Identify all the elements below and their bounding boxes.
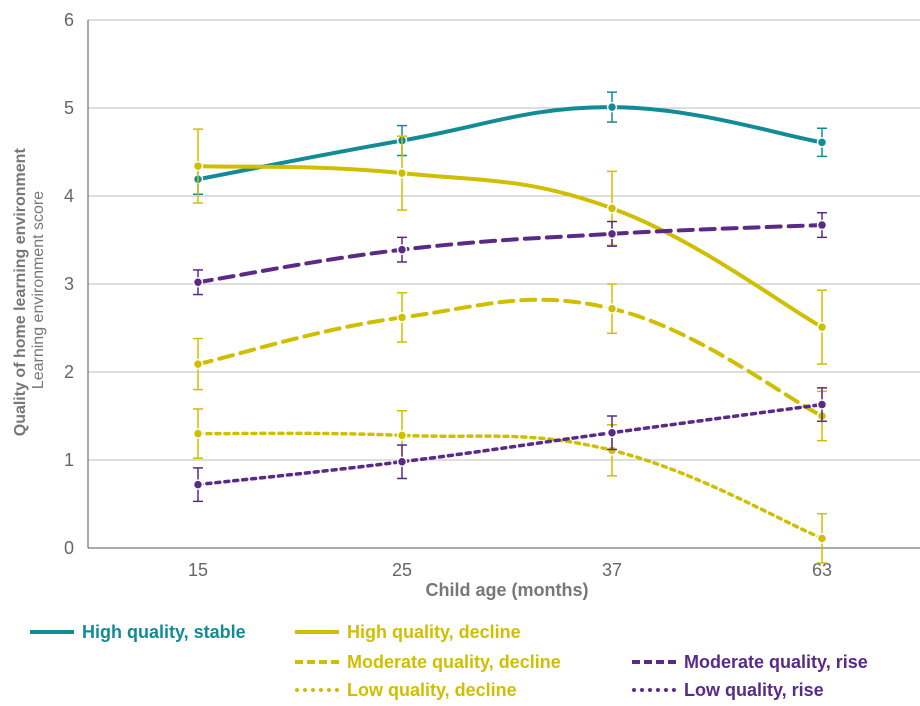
data-point	[192, 160, 204, 172]
legend-item-low-decline: Low quality, decline	[295, 676, 517, 704]
data-point	[396, 312, 408, 323]
data-point	[816, 321, 828, 333]
data-point	[606, 101, 618, 113]
series-line	[196, 297, 824, 418]
axes: 0 1 2 3 4 5 6 15 25 37 63	[64, 10, 920, 580]
series-line	[196, 105, 824, 182]
data-point	[396, 167, 408, 179]
legend-label-moderate-rise: Moderate quality, rise	[684, 651, 868, 672]
data-point	[396, 456, 408, 468]
data-point	[192, 479, 204, 490]
x-tick-label: 63	[812, 560, 832, 580]
data-point	[396, 430, 408, 441]
series-2	[192, 283, 828, 442]
series-1	[192, 128, 828, 365]
y-tick-label: 1	[64, 450, 74, 470]
y-axis-label-main: Quality of home learning environment	[12, 148, 29, 437]
data-point	[606, 228, 618, 240]
data-point	[396, 244, 408, 255]
legend-label-moderate-decline: Moderate quality, decline	[347, 651, 561, 672]
y-axis-label: Quality of home learning environment Lea…	[12, 144, 47, 437]
series-0	[192, 91, 828, 195]
series-line	[196, 431, 824, 541]
y-tick-label: 3	[64, 274, 74, 294]
legend-swatch-moderate-rise	[632, 660, 676, 664]
series-layer	[192, 91, 828, 564]
y-tick-label: 2	[64, 362, 74, 382]
data-point	[606, 203, 618, 214]
y-axis-label-sub: Learning environment score	[30, 191, 47, 389]
legend-swatch-low-rise	[632, 688, 676, 692]
legend-swatch-high-decline	[295, 630, 339, 634]
series-line	[196, 164, 824, 330]
data-point	[816, 137, 828, 148]
data-point	[816, 219, 828, 231]
series-line	[196, 402, 824, 487]
data-point	[192, 358, 204, 370]
line-chart: 0 1 2 3 4 5 6 15 25 37 63 Quality of home learning…	[12, 10, 920, 600]
legend-item-moderate-decline: Moderate quality, decline	[295, 648, 561, 676]
gridlines	[88, 19, 920, 461]
legend-item-low-rise: Low quality, rise	[632, 676, 824, 704]
legend-swatch-high-stable	[30, 630, 74, 634]
legend-swatch-moderate-decline	[295, 660, 339, 664]
x-tick-label: 15	[188, 560, 208, 580]
legend: High quality, stable High quality, decli…	[0, 618, 920, 704]
data-point	[606, 427, 618, 438]
series-line	[196, 223, 824, 285]
y-tick-label: 5	[64, 98, 74, 118]
series-3	[192, 211, 828, 296]
legend-label-low-rise: Low quality, rise	[684, 679, 824, 700]
series-5	[192, 387, 828, 503]
legend-item-high-stable: High quality, stable	[30, 618, 246, 646]
legend-label-high-stable: High quality, stable	[82, 621, 246, 642]
legend-label-high-decline: High quality, decline	[347, 621, 521, 642]
data-point	[192, 428, 204, 439]
y-tick-label: 4	[64, 186, 74, 206]
legend-swatch-low-decline	[295, 688, 339, 692]
x-tick-label: 37	[602, 560, 622, 580]
legend-item-moderate-rise: Moderate quality, rise	[632, 648, 868, 676]
x-axis-label: Child age (months)	[426, 580, 589, 600]
y-tick-label: 0	[64, 538, 74, 558]
data-point	[816, 533, 828, 544]
series-4	[192, 408, 828, 564]
legend-label-low-decline: Low quality, decline	[347, 679, 517, 700]
y-tick-label: 6	[64, 10, 74, 30]
data-point	[192, 276, 204, 288]
data-point	[606, 303, 618, 314]
x-tick-label: 25	[392, 560, 412, 580]
data-point	[816, 399, 828, 410]
legend-item-high-decline: High quality, decline	[295, 618, 521, 646]
